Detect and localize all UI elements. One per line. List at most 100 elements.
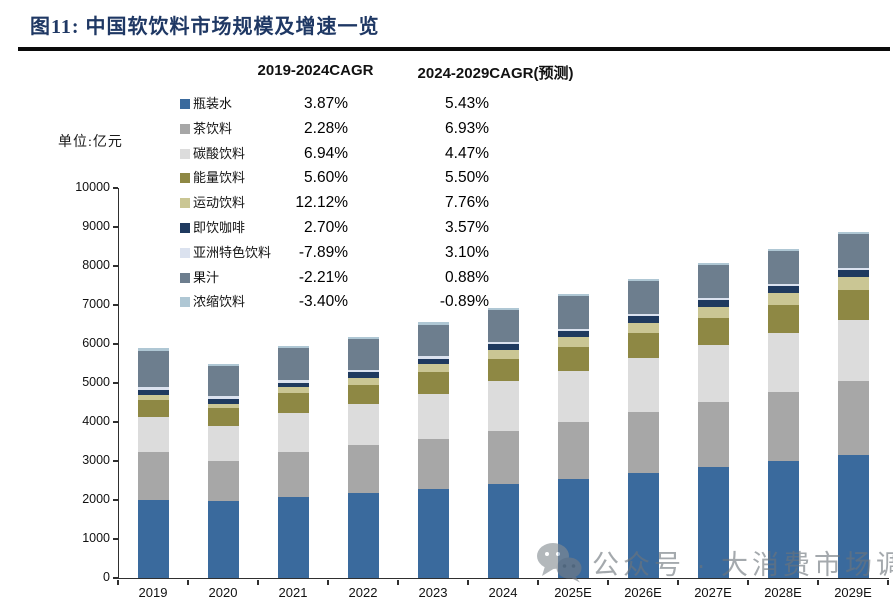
x-axis-label: 2023	[418, 585, 448, 600]
legend-row: 浓缩饮料 -3.40% -0.89%	[0, 292, 500, 312]
y-axis-tick-label: 6000	[82, 336, 110, 350]
bar-segment	[697, 264, 729, 298]
x-axis-tick	[677, 579, 679, 585]
bar-segment	[277, 387, 309, 394]
bar-segment	[767, 250, 799, 284]
bar-segment	[767, 391, 799, 462]
bar-segment	[347, 377, 379, 385]
bar-segment	[837, 277, 869, 291]
bar-segment	[697, 300, 729, 307]
bar-segment	[487, 309, 519, 342]
bar-segment	[347, 339, 379, 370]
y-axis-tick	[113, 460, 118, 462]
legend-label: 亚洲特色饮料	[193, 244, 272, 260]
bar-segment	[207, 461, 239, 502]
bar-segment	[627, 412, 659, 474]
y-axis-tick-label: 2000	[82, 492, 110, 506]
bar-segment	[137, 350, 169, 387]
legend-label: 碳酸饮料	[193, 145, 246, 161]
bar-segment	[767, 333, 799, 392]
bar-segment	[487, 349, 519, 359]
legend-row: 能量饮料 5.60% 5.50%	[0, 168, 500, 188]
bar-segment	[417, 393, 449, 439]
legend-swatch	[180, 223, 190, 233]
bar-segment	[417, 438, 449, 489]
legend-cagr-2024-2029: 5.50%	[445, 169, 489, 187]
bar-segment	[207, 396, 239, 399]
x-axis-tick	[397, 579, 399, 585]
bar-segment	[557, 478, 589, 578]
bar-segment	[487, 344, 519, 350]
bar-segment	[837, 234, 869, 268]
bar-segment	[697, 297, 729, 301]
legend-column-header-cagr-2024-2029: 2024-2029CAGR(预测)	[417, 65, 574, 82]
bar-segment	[347, 384, 379, 405]
bar-segment	[207, 398, 239, 405]
legend-cagr-2024-2029: 6.93%	[445, 119, 489, 137]
x-axis-label: 2019	[138, 585, 168, 600]
bar-segment	[837, 270, 869, 278]
bar-segment	[837, 319, 869, 382]
y-axis-tick-label: 0	[103, 570, 110, 584]
x-axis-tick	[817, 579, 819, 585]
bar-segment	[627, 333, 659, 359]
bar-segment	[277, 393, 309, 414]
bar-segment	[487, 307, 519, 310]
bar-segment	[627, 313, 659, 317]
legend-cagr-2019-2024: -3.40%	[298, 293, 348, 311]
legend-row: 果汁 -2.21% 0.88%	[0, 268, 500, 288]
x-axis-label: 2028E	[764, 585, 802, 600]
bar-segment	[837, 381, 869, 456]
y-axis-tick-label: 7000	[82, 297, 110, 311]
legend-label: 瓶装水	[193, 96, 233, 111]
legend-cagr-2019-2024: 5.60%	[304, 169, 348, 187]
legend-swatch	[180, 123, 190, 134]
legend-cagr-2019-2024: 12.12%	[295, 194, 348, 212]
x-axis-tick	[537, 579, 539, 585]
bar-segment	[767, 284, 799, 287]
bar-segment	[417, 356, 449, 359]
x-axis-label: 2020	[208, 585, 238, 600]
y-axis-tick	[113, 343, 118, 345]
bar-segment	[697, 318, 729, 346]
bar-segment	[487, 358, 519, 382]
legend-swatch	[180, 272, 190, 283]
bar-segment	[837, 232, 869, 235]
bar-segment	[697, 467, 729, 578]
x-axis-label: 2027E	[694, 585, 732, 600]
legend-label: 运动饮料	[193, 195, 246, 211]
bar-segment	[557, 336, 589, 347]
bar-segment	[557, 346, 589, 371]
bar-segment	[137, 452, 169, 500]
x-axis-label: 2025E	[554, 585, 592, 600]
legend-swatch	[180, 247, 190, 258]
bar-segment	[347, 369, 379, 373]
legend-swatch	[180, 99, 190, 109]
x-axis-tick	[887, 579, 889, 585]
y-axis-tick-label: 8000	[82, 258, 110, 272]
legend-row: 亚洲特色饮料 -7.89% 3.10%	[0, 243, 500, 263]
x-axis-tick	[187, 579, 189, 585]
bar-segment	[487, 341, 519, 344]
legend-cagr-2024-2029: -0.89%	[439, 293, 489, 311]
x-axis-label: 2026E	[624, 585, 662, 600]
plot-area	[118, 188, 889, 579]
bar-segment	[627, 316, 659, 323]
bar-segment	[697, 262, 729, 265]
bar-segment	[137, 395, 169, 401]
x-axis-tick	[607, 579, 609, 585]
legend-label: 浓缩饮料	[193, 294, 246, 310]
bar-segment	[207, 425, 239, 462]
bar-segment	[277, 413, 309, 453]
bar-segment	[417, 488, 449, 578]
bar-segment	[347, 493, 379, 578]
y-axis-tick-label: 4000	[82, 414, 110, 428]
bar-segment	[137, 348, 169, 351]
bar-segment	[277, 348, 309, 380]
bar-segment	[277, 345, 309, 349]
legend-row: 瓶装水 3.87% 5.43%	[0, 94, 500, 114]
bar-segment	[277, 497, 309, 578]
legend-cagr-2024-2029: 7.76%	[445, 194, 489, 212]
bar-segment	[137, 400, 169, 418]
